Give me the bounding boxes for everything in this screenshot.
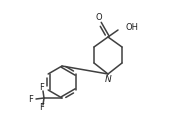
Text: N: N [105,74,111,84]
Text: F: F [40,84,44,92]
Text: F: F [28,94,33,104]
Text: OH: OH [125,23,138,32]
Text: O: O [96,13,102,22]
Text: F: F [40,104,44,112]
